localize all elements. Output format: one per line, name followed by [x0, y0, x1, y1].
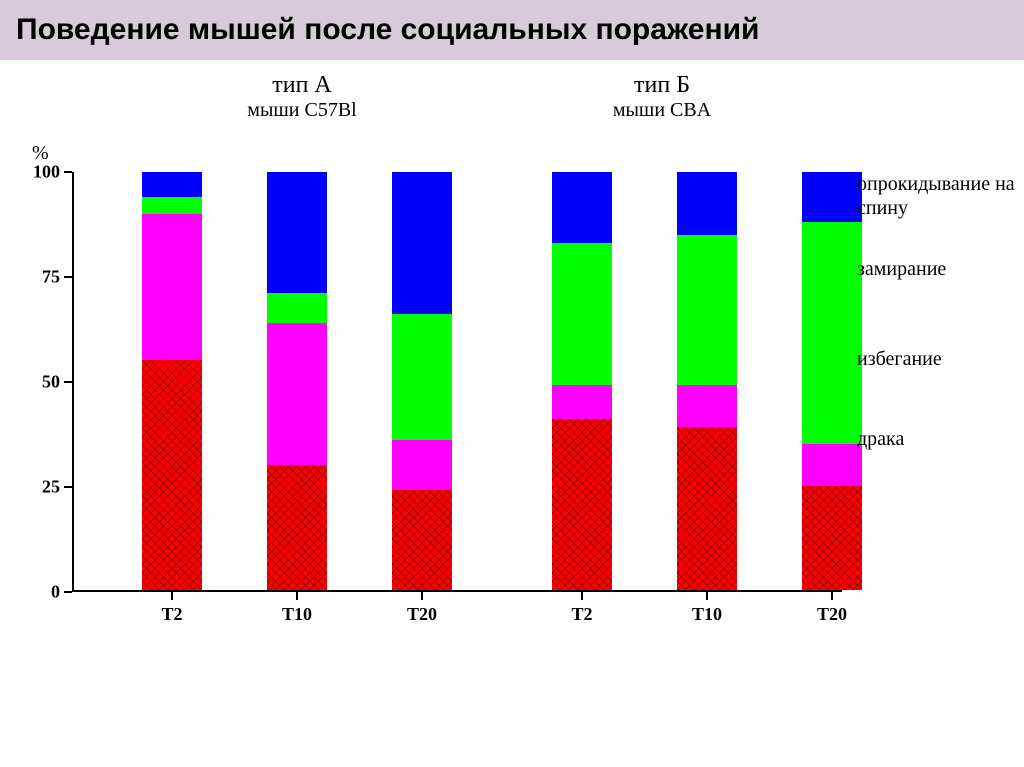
y-tick — [64, 171, 72, 173]
y-tick — [64, 591, 72, 593]
y-tick-label: 0 — [10, 582, 60, 603]
bar-segment-izb — [677, 385, 737, 427]
group-title: тип Бмыши CBA — [562, 72, 762, 122]
x-tick — [296, 592, 298, 600]
bar — [552, 172, 612, 590]
bar-segment-oprok — [267, 172, 327, 293]
bar-segment-oprok — [677, 172, 737, 235]
bar-segment-draka — [142, 360, 202, 590]
bar-segment-draka — [552, 419, 612, 590]
bar — [677, 172, 737, 590]
x-tick — [171, 592, 173, 600]
page-title-bar: Поведение мышей после социальных поражен… — [0, 0, 1024, 60]
y-tick-label: 25 — [10, 477, 60, 498]
bar-segment-izb — [392, 440, 452, 490]
x-ticks: T2T10T20T2T10T20 — [72, 592, 842, 628]
bar-segment-zam — [267, 293, 327, 322]
bar-segment-draka — [677, 427, 737, 590]
bar-segment-zam — [142, 197, 202, 214]
bar-segment-izb — [267, 323, 327, 465]
x-tick — [581, 592, 583, 600]
bar — [392, 172, 452, 590]
bar-segment-oprok — [142, 172, 202, 197]
bar-segment-draka — [802, 486, 862, 591]
group-title-main: тип Б — [562, 72, 762, 99]
bar-segment-draka — [267, 465, 327, 590]
bar-segment-zam — [677, 235, 737, 385]
x-tick-label: T2 — [161, 604, 182, 625]
group-titles: тип Амыши C57Bl тип Бмыши CBA — [2, 72, 1022, 132]
bar-segment-draka — [392, 490, 452, 590]
legend-item-oprok: опрокидывание на спину — [857, 172, 1017, 220]
group-title-sub: мыши CBA — [562, 99, 762, 122]
bar — [267, 172, 327, 590]
y-tick-label: 100 — [10, 162, 60, 183]
y-tick — [64, 486, 72, 488]
x-tick — [831, 592, 833, 600]
chart-area: тип Амыши C57Blтип Бмыши CBA % 025507510… — [2, 62, 1022, 762]
legend-item-zam: замирание — [857, 257, 946, 281]
bar-segment-izb — [802, 444, 862, 486]
bar — [142, 172, 202, 590]
bar-segment-zam — [802, 222, 862, 444]
group-title-sub: мыши C57Bl — [202, 99, 402, 122]
x-tick-label: T2 — [571, 604, 592, 625]
y-tick-label: 75 — [10, 267, 60, 288]
bar-segment-izb — [142, 214, 202, 360]
y-tick — [64, 381, 72, 383]
y-tick — [64, 276, 72, 278]
x-tick-label: T10 — [282, 604, 312, 625]
y-axis — [72, 172, 74, 592]
legend-item-izb: избегание — [857, 347, 942, 371]
bar-segment-oprok — [802, 172, 862, 222]
bar-segment-oprok — [392, 172, 452, 314]
x-tick — [706, 592, 708, 600]
x-tick-label: T20 — [817, 604, 847, 625]
bar-segment-izb — [552, 385, 612, 418]
bar-segment-oprok — [552, 172, 612, 243]
x-tick — [421, 592, 423, 600]
x-tick-label: T10 — [692, 604, 722, 625]
legend-item-draka: драка — [857, 427, 904, 451]
y-tick-label: 50 — [10, 372, 60, 393]
x-tick-label: T20 — [407, 604, 437, 625]
group-title: тип Амыши C57Bl — [202, 72, 402, 122]
bar-segment-zam — [392, 314, 452, 439]
plot-region: 0255075100 — [72, 172, 842, 592]
bar — [802, 172, 862, 590]
page-title: Поведение мышей после социальных поражен… — [16, 13, 759, 47]
group-title-main: тип А — [202, 72, 402, 99]
bar-segment-zam — [552, 243, 612, 385]
